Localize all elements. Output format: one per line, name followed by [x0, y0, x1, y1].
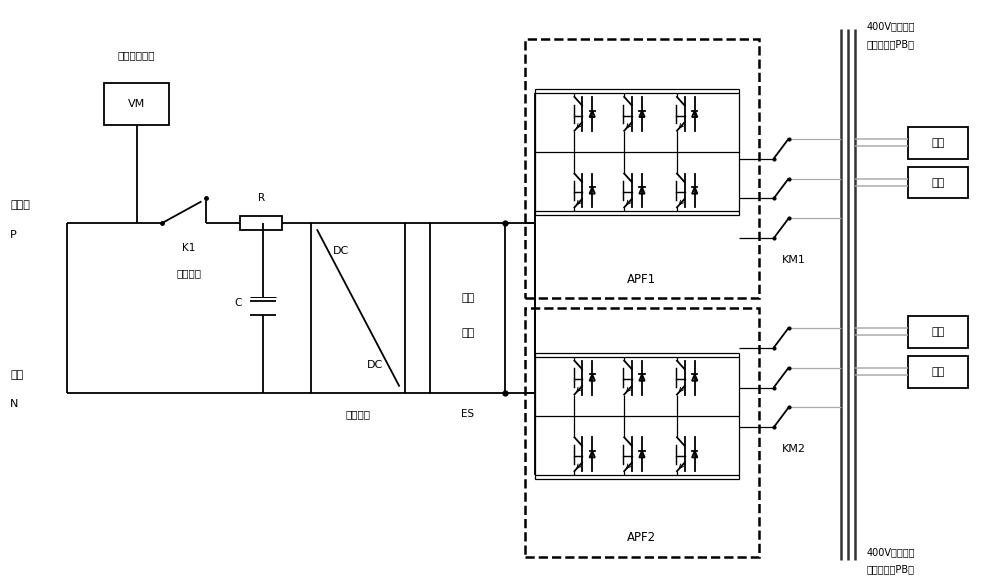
Bar: [525, 39, 759, 298]
Text: 负极: 负极: [10, 370, 24, 380]
Bar: [535, 89, 739, 215]
Text: 储能: 储能: [461, 293, 474, 303]
Bar: [908, 127, 968, 159]
Text: VM: VM: [128, 99, 145, 109]
Bar: [908, 167, 968, 198]
Text: 控制开关: 控制开关: [176, 268, 201, 278]
Text: APF2: APF2: [627, 531, 656, 545]
Bar: [240, 216, 282, 230]
Text: APF1: APF1: [627, 273, 656, 286]
Bar: [908, 356, 968, 388]
Text: KM1: KM1: [782, 255, 806, 265]
Text: ES: ES: [461, 409, 474, 419]
Bar: [311, 223, 405, 392]
Text: 牵引网: 牵引网: [10, 201, 30, 210]
Text: K1: K1: [182, 243, 196, 253]
Text: DC: DC: [367, 360, 383, 370]
Bar: [535, 353, 739, 479]
Text: 400V低压系统: 400V低压系统: [866, 547, 915, 557]
Text: 负载: 负载: [931, 177, 945, 188]
Text: 供电母线（PB）: 供电母线（PB）: [866, 39, 914, 49]
Text: 装置: 装置: [461, 328, 474, 338]
Text: N: N: [10, 399, 19, 409]
Text: KM2: KM2: [782, 444, 806, 454]
Bar: [104, 83, 169, 125]
Text: 负载: 负载: [931, 367, 945, 377]
Text: 负载: 负载: [931, 327, 945, 337]
Text: C: C: [235, 298, 242, 308]
Text: 供电母线（PB）: 供电母线（PB）: [866, 565, 914, 575]
Text: 斩波装置: 斩波装置: [346, 409, 371, 419]
Bar: [908, 316, 968, 347]
Text: 400V低压系统: 400V低压系统: [866, 21, 915, 31]
Text: 网压监测装置: 网压监测装置: [118, 50, 155, 60]
Text: P: P: [10, 230, 17, 240]
Bar: [525, 308, 759, 557]
Text: DC: DC: [333, 246, 349, 256]
Bar: [430, 223, 505, 392]
Text: 负载: 负载: [931, 138, 945, 147]
Text: R: R: [258, 194, 265, 203]
